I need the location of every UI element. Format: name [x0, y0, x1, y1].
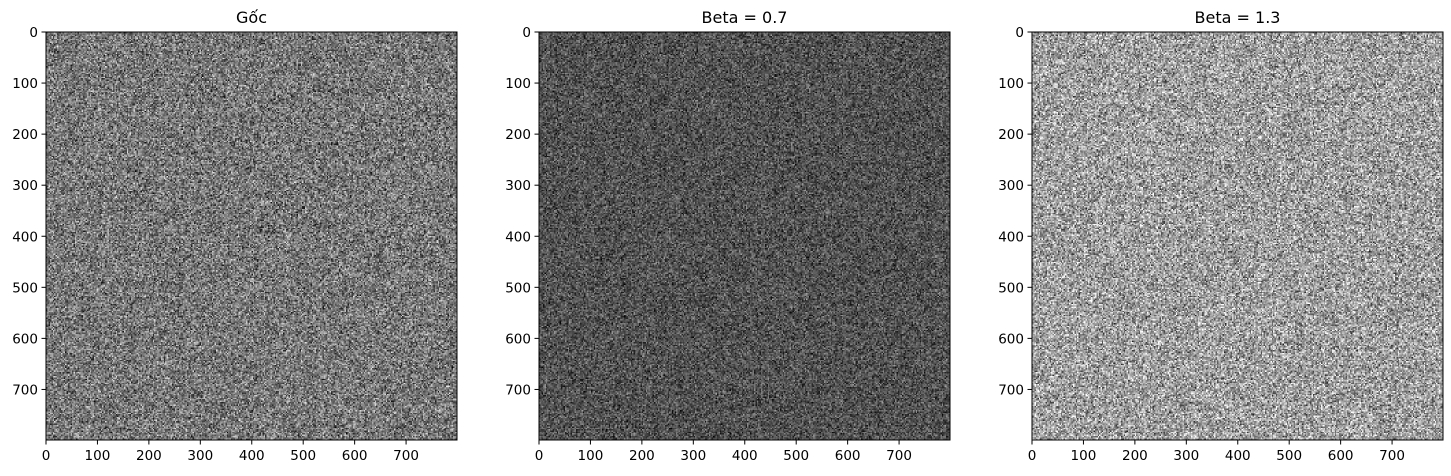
y-tick-label: 600: [12, 331, 38, 347]
x-tick-label: 500: [290, 448, 316, 464]
x-tick-label: 300: [187, 448, 213, 464]
x-tick-label: 100: [1071, 448, 1097, 464]
x-tick-label: 300: [680, 448, 706, 464]
subplot-1: Gốc 0 100 200 300 400 500 600 700 0 100 200 300 400 50…: [12, 8, 458, 464]
y-tick-label: 100: [505, 76, 531, 92]
y-tick-label: 0: [522, 25, 531, 41]
noise-image: [46, 32, 457, 440]
subplot-title: Beta = 1.3: [1195, 8, 1281, 27]
x-tick-label: 600: [835, 448, 861, 464]
y-tick-label: 500: [12, 280, 38, 296]
y-tick-label: 200: [505, 127, 531, 143]
y-tick-label: 400: [998, 229, 1024, 245]
y-tick-label: 300: [505, 178, 531, 194]
x-tick-label: 200: [136, 448, 162, 464]
y-tick-label: 600: [998, 331, 1024, 347]
y-tick-label: 700: [12, 382, 38, 398]
y-tick-label: 700: [505, 382, 531, 398]
x-tick-label: 700: [393, 448, 419, 464]
x-tick-label: 100: [85, 448, 111, 464]
y-tick-label: 400: [12, 229, 38, 245]
y-tick-label: 700: [998, 382, 1024, 398]
x-tick-label: 200: [1122, 448, 1148, 464]
y-tick-label: 300: [12, 178, 38, 194]
x-tick-label: 700: [886, 448, 912, 464]
y-tick-label: 600: [505, 331, 531, 347]
x-tick-label: 200: [629, 448, 655, 464]
y-tick-label: 200: [998, 127, 1024, 143]
x-tick-label: 400: [239, 448, 265, 464]
y-tick-label: 0: [29, 25, 38, 41]
subplot-title: Gốc: [236, 8, 267, 27]
x-tick-label: 300: [1173, 448, 1199, 464]
x-tick-label: 700: [1379, 448, 1405, 464]
noise-image: [1032, 32, 1443, 440]
y-tick-label: 0: [1015, 25, 1024, 41]
x-tick-label: 100: [578, 448, 604, 464]
x-tick-label: 400: [732, 448, 758, 464]
y-tick-label: 100: [998, 76, 1024, 92]
x-tick-label: 600: [342, 448, 368, 464]
x-tick-label: 600: [1328, 448, 1354, 464]
y-tick-label: 500: [505, 280, 531, 296]
noise-image: [539, 32, 950, 440]
x-tick-label: 400: [1225, 448, 1251, 464]
subplot-2: Beta = 0.7 0 100 200 300 400 500 600 700 0 100 200 3…: [505, 8, 951, 464]
x-tick-label: 0: [1028, 448, 1037, 464]
subplot-title: Beta = 0.7: [702, 8, 788, 27]
x-tick-label: 0: [42, 448, 51, 464]
x-tick-label: 500: [783, 448, 809, 464]
y-tick-label: 500: [998, 280, 1024, 296]
y-tick-label: 400: [505, 229, 531, 245]
y-tick-label: 200: [12, 127, 38, 143]
y-tick-label: 300: [998, 178, 1024, 194]
x-tick-label: 0: [535, 448, 544, 464]
subplot-3: Beta = 1.3 0 100 200 300 400 500 600 700 0 100 200 3…: [998, 8, 1444, 464]
x-tick-label: 500: [1276, 448, 1302, 464]
y-tick-label: 100: [12, 76, 38, 92]
